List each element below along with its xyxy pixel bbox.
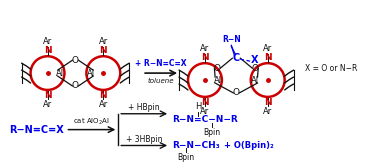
Text: R−N=C−N−R: R−N=C−N−R bbox=[172, 115, 238, 124]
Text: Al: Al bbox=[251, 76, 259, 85]
Text: O: O bbox=[72, 81, 79, 91]
Text: + HBpin: + HBpin bbox=[129, 103, 160, 112]
Text: Bpin: Bpin bbox=[177, 153, 195, 162]
Text: Ar: Ar bbox=[99, 37, 108, 46]
Text: O: O bbox=[252, 64, 259, 73]
Text: N: N bbox=[264, 98, 271, 107]
Text: N: N bbox=[99, 91, 107, 100]
Text: N: N bbox=[201, 98, 209, 107]
Text: + O(Bpin)₂: + O(Bpin)₂ bbox=[224, 141, 274, 150]
Text: Ar: Ar bbox=[43, 100, 52, 109]
Text: cat AlO$_2$Al: cat AlO$_2$Al bbox=[73, 116, 110, 127]
Text: Ar: Ar bbox=[43, 37, 52, 46]
Text: Ar: Ar bbox=[263, 107, 272, 116]
Text: N: N bbox=[44, 91, 51, 100]
Text: toluene: toluene bbox=[148, 78, 174, 84]
Text: Ar: Ar bbox=[200, 107, 209, 116]
Text: Ar: Ar bbox=[263, 44, 272, 53]
Text: X = O or N−R: X = O or N−R bbox=[305, 64, 357, 73]
Text: N: N bbox=[264, 53, 271, 62]
Text: N: N bbox=[99, 46, 107, 55]
Text: Al: Al bbox=[56, 69, 64, 78]
Text: C: C bbox=[233, 53, 240, 63]
Text: R−N=C=X: R−N=C=X bbox=[9, 125, 64, 135]
Text: R−N−CH₃: R−N−CH₃ bbox=[172, 141, 220, 150]
Text: O: O bbox=[214, 64, 221, 73]
Text: X: X bbox=[251, 55, 258, 65]
Text: H: H bbox=[195, 102, 201, 111]
Text: Ar: Ar bbox=[200, 44, 209, 53]
Text: + 3HBpin: + 3HBpin bbox=[126, 135, 163, 143]
Text: + R−N=C=X: + R−N=C=X bbox=[135, 59, 187, 68]
Text: O: O bbox=[233, 88, 240, 97]
Text: N: N bbox=[201, 53, 209, 62]
Text: Al: Al bbox=[87, 69, 94, 78]
Text: N: N bbox=[44, 46, 51, 55]
Text: Ar: Ar bbox=[99, 100, 108, 109]
Text: Al: Al bbox=[214, 76, 222, 85]
Text: R−N: R−N bbox=[222, 35, 241, 44]
Text: Bpin: Bpin bbox=[203, 128, 220, 137]
Text: O: O bbox=[72, 56, 79, 65]
